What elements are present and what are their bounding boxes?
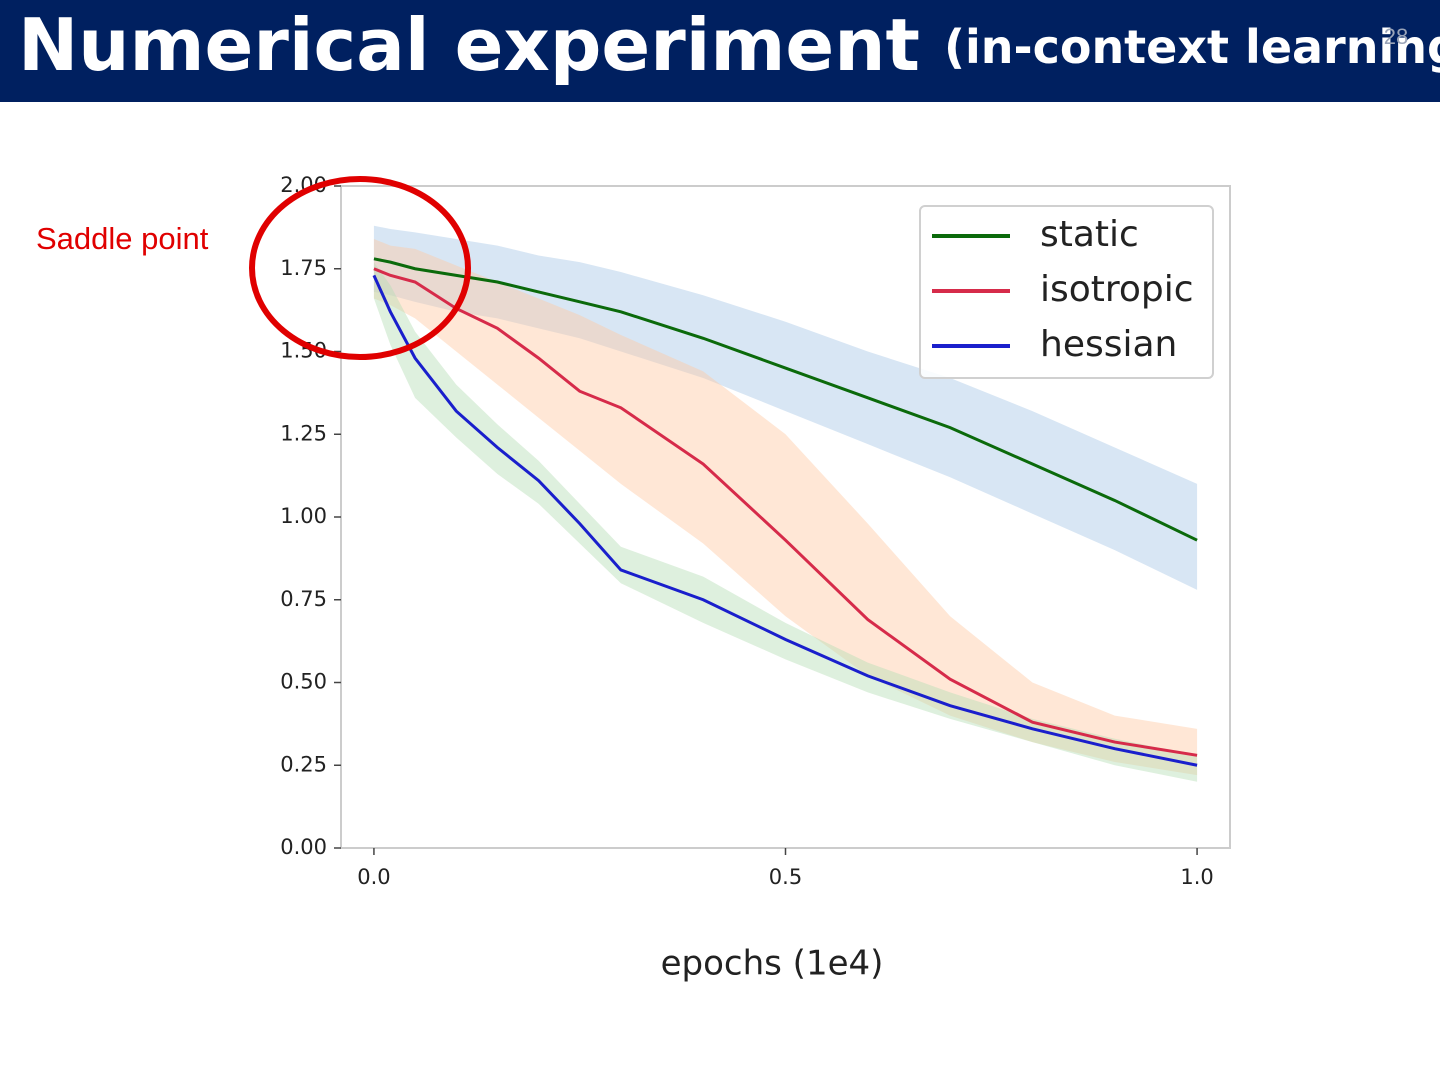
annotation: Saddle point	[36, 221, 209, 256]
highlight-circle	[249, 176, 471, 360]
series-line	[373, 257, 1198, 542]
y-tick-label: 0.50	[280, 670, 327, 694]
confidence-band	[373, 225, 1198, 590]
y-tick-label: 0.75	[280, 587, 327, 611]
x-tick-label: 0.0	[357, 865, 390, 889]
title-sub: (in-context learning)	[944, 20, 1440, 74]
legend-label: hessian	[1040, 324, 1177, 365]
y-tick-label: 1.75	[280, 256, 327, 280]
title-main: Numerical experiment	[18, 3, 920, 87]
legend-box	[919, 205, 1214, 379]
confidence-band	[373, 238, 1198, 776]
header-bar	[0, 0, 1440, 102]
legend-label: static	[1040, 214, 1139, 255]
y-tick-label: 1.25	[280, 421, 327, 445]
y-tick-label: 1.00	[280, 504, 327, 528]
series-line	[372, 274, 1198, 767]
slide-title: Numerical experiment (in-context learning…	[18, 3, 1440, 87]
y-tick-label: 0.00	[280, 835, 327, 859]
series-line	[373, 267, 1198, 757]
x-tick-label: 1.0	[1180, 865, 1213, 889]
x-axis-label: epochs (1e4)	[661, 944, 884, 984]
page-number: 28	[1384, 24, 1408, 49]
plot: 0.000.250.500.751.001.251.501.752.000.0 0…	[280, 173, 1231, 984]
y-tick-label: 0.25	[280, 752, 327, 776]
legend-label: isotropic	[1040, 269, 1194, 310]
x-tick-label: 0.5	[769, 865, 802, 889]
